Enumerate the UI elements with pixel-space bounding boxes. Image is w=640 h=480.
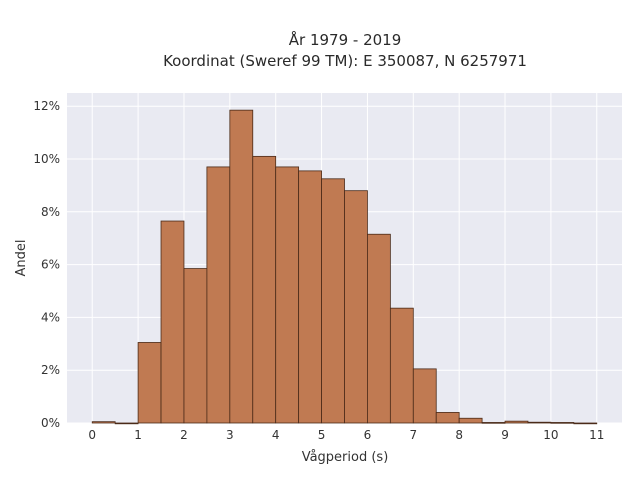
x-tick-label-5: 5 [318,428,326,442]
histogram-bar-18 [504,420,529,424]
y-tick-label-1: 2% [41,363,60,377]
chart-title-line2: Koordinat (Sweref 99 TM): E 350087, N 62… [163,52,527,70]
x-tick-label-8: 8 [455,428,463,442]
histogram-bar-5 [206,166,231,424]
x-tick-label-0: 0 [88,428,96,442]
histogram-bar-14 [412,368,437,424]
histogram-bar-15 [435,412,460,424]
histogram-bar-3 [160,220,185,424]
y-axis-label: Andel [14,240,29,277]
y-tick-label-6: 12% [33,99,60,113]
x-tick-label-3: 3 [226,428,234,442]
histogram-bar-16 [458,417,483,424]
x-tick-label-7: 7 [409,428,417,442]
histogram-bar-13 [389,307,414,424]
x-tick-label-1: 1 [134,428,142,442]
x-tick-label-9: 9 [501,428,509,442]
histogram-bar-8 [275,166,300,424]
y-tick-label-2: 4% [41,310,60,324]
y-tick-label-3: 6% [41,258,60,272]
histogram-bar-1 [114,422,139,425]
histogram-bars [91,109,598,425]
x-tick-label-4: 4 [272,428,280,442]
histogram-bar-10 [321,178,345,424]
histogram-bar-6 [229,109,254,424]
histogram-bar-19 [527,421,552,424]
x-tick-label-11: 11 [589,428,604,442]
histogram-bar-21 [573,422,598,425]
x-axis-ticks: 0 1 2 3 4 5 6 7 8 9 10 11 [88,428,604,442]
histogram-bar-0 [91,421,116,424]
x-tick-label-6: 6 [364,428,372,442]
histogram-bar-20 [550,422,575,424]
chart-title-line1: År 1979 - 2019 [289,30,402,49]
histogram-bar-4 [183,268,208,424]
y-tick-label-0: 0% [41,416,60,430]
histogram-bar-2 [137,342,162,424]
y-tick-label-4: 8% [41,205,60,219]
histogram-bar-9 [298,170,322,424]
x-tick-label-10: 10 [543,428,558,442]
y-tick-label-5: 10% [33,152,60,166]
x-tick-label-2: 2 [180,428,188,442]
histogram-bar-12 [367,233,391,424]
x-axis-label: Vågperiod (s) [302,450,389,465]
histogram-bar-11 [344,190,368,424]
y-axis-ticks: 0% 2% 4% 6% 8% 10% 12% [33,99,60,430]
histogram-bar-17 [481,422,506,424]
histogram-bar-7 [252,155,277,424]
